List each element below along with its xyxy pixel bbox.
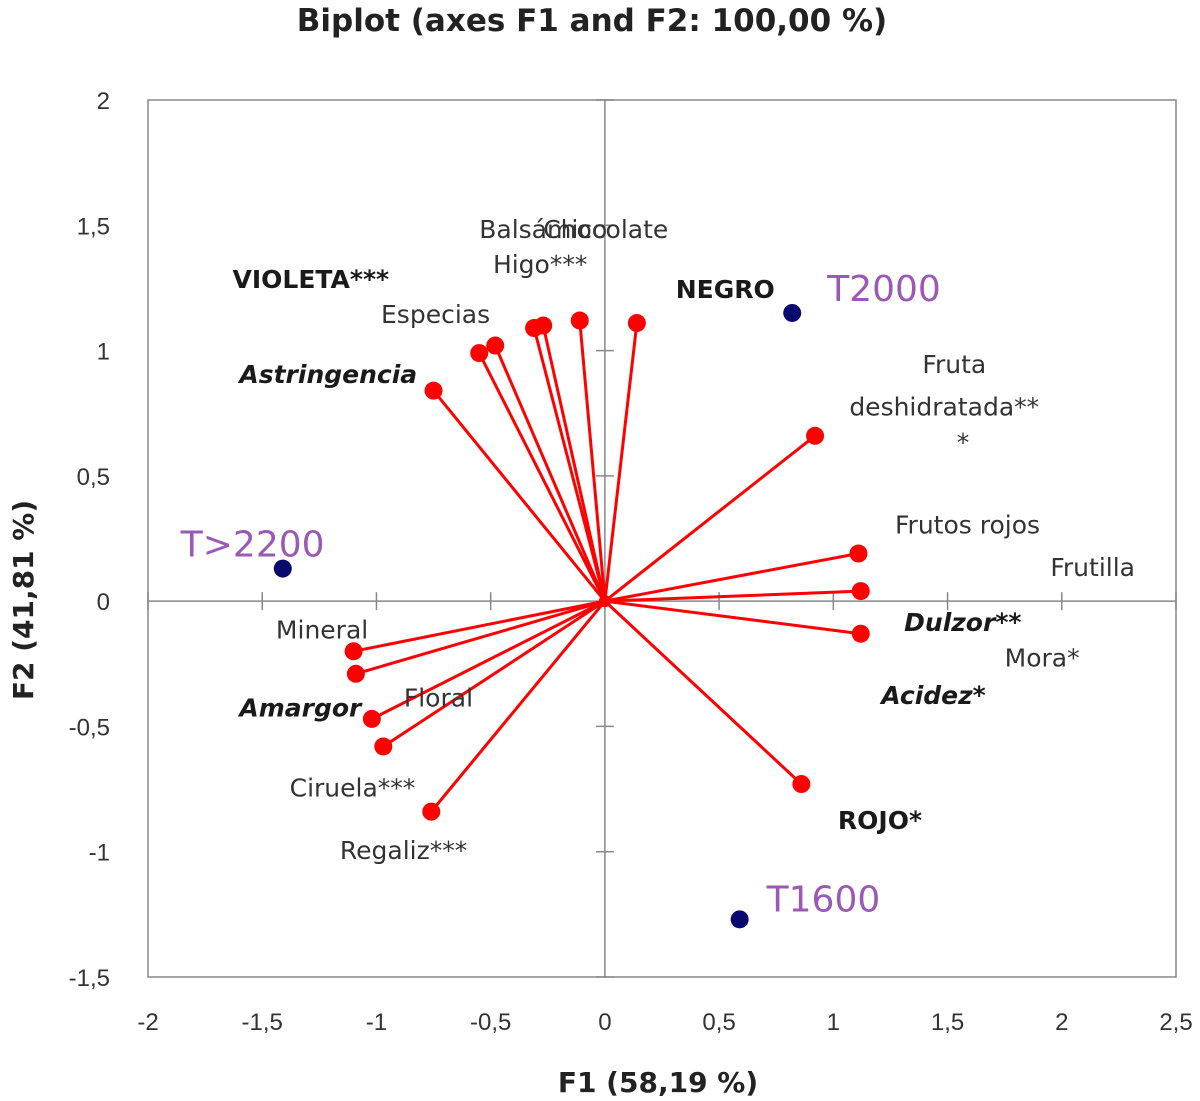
variable-label: Acidez* — [879, 681, 985, 710]
variable-label: ROJO* — [838, 806, 922, 835]
variable-point — [849, 544, 868, 563]
x-tick-label: 1 — [827, 1009, 840, 1036]
variable-point — [851, 582, 870, 601]
variable-label: Balsámico — [479, 215, 607, 244]
variable-label: NEGRO — [676, 275, 775, 304]
variable-vector — [355, 599, 606, 676]
variable-label: * — [957, 428, 970, 457]
x-tick-label: -0,5 — [470, 1009, 511, 1036]
variable-vector — [578, 320, 607, 602]
variable-vector — [541, 325, 607, 602]
y-tick-label: 1 — [97, 339, 110, 366]
variable-point — [346, 664, 365, 683]
x-axis-title: F1 (58,19 %) — [558, 1066, 758, 1099]
x-axis-ticks: -2 -1,5 -1 -0,5 0 0,5 1 1,5 2 2,5 — [137, 1009, 1192, 1036]
variable-label: Amargor — [237, 693, 363, 722]
variable-vector — [603, 434, 816, 603]
variable-vector — [353, 599, 606, 653]
variable-vectors — [344, 311, 870, 821]
variable-vector — [604, 599, 861, 636]
variable-point — [422, 802, 441, 821]
variable-label: Mineral — [276, 616, 368, 645]
variable-vector — [604, 589, 861, 603]
x-tick-label: -2 — [137, 1009, 158, 1036]
observation-point — [273, 559, 292, 578]
observation-label: T1600 — [766, 879, 881, 920]
variable-point — [806, 426, 825, 445]
variable-point — [344, 642, 363, 661]
x-tick-label: -1,5 — [242, 1009, 283, 1036]
variable-vector — [430, 600, 607, 813]
variable-point — [424, 381, 443, 400]
y-tick-label: 0 — [97, 589, 110, 616]
variable-point — [851, 624, 870, 643]
variable-point — [374, 737, 393, 756]
variable-label: Frutilla — [1050, 553, 1135, 582]
variable-label: Higo*** — [493, 250, 587, 279]
x-tick-label: 0,5 — [702, 1009, 735, 1036]
observation-points: T2000 T>2200 T1600 — [180, 269, 941, 929]
variable-vector — [604, 552, 859, 603]
x-tick-label: 2,5 — [1159, 1009, 1192, 1036]
variable-vector — [603, 322, 639, 602]
observation-label: T2000 — [826, 269, 941, 310]
variable-point — [362, 709, 381, 728]
variable-point — [534, 316, 553, 335]
x-tick-label: 1,5 — [931, 1009, 964, 1036]
variable-label: Ciruela*** — [290, 774, 416, 803]
observation-point — [730, 910, 749, 929]
origin-point — [598, 595, 611, 608]
variable-label: Fruta — [922, 350, 986, 379]
variable-point — [627, 314, 646, 333]
variable-vector — [371, 599, 606, 721]
variable-vector — [477, 352, 607, 602]
variable-vector — [432, 389, 607, 603]
variable-vector — [382, 599, 606, 748]
zero-axes — [147, 99, 1177, 978]
variable-vector — [493, 344, 607, 602]
observation-label: T>2200 — [180, 525, 325, 566]
y-tick-label: -1 — [89, 840, 110, 867]
variable-label: Mora* — [1005, 643, 1080, 672]
y-tick-label: 2 — [97, 88, 110, 115]
variable-label: VIOLETA*** — [233, 265, 390, 294]
observation-point — [783, 303, 802, 322]
y-tick-label: 0,5 — [77, 464, 110, 491]
x-tick-label: 0 — [598, 1009, 611, 1036]
variable-label: Astringencia — [237, 360, 417, 389]
y-tick-label: -0,5 — [69, 714, 110, 741]
variable-label: Dulzor** — [904, 608, 1021, 637]
x-tick-label: -1 — [366, 1009, 387, 1036]
y-axis-ticks: -1,5 -1 -0,5 0 0,5 1 1,5 2 — [69, 88, 110, 992]
y-tick-label: -1,5 — [69, 965, 110, 992]
variable-label: deshidratada** — [849, 393, 1039, 422]
x-tick-label: 2 — [1055, 1009, 1068, 1036]
variable-label: Frutos rojos — [895, 510, 1040, 539]
variable-vector — [603, 600, 803, 786]
variable-point — [792, 775, 811, 794]
variable-label: Floral — [404, 683, 473, 712]
variable-point — [470, 344, 489, 363]
variable-label: Chocolate — [543, 215, 668, 244]
variable-point — [570, 311, 589, 330]
variable-label: Especias — [381, 300, 490, 329]
chart-title: Biplot (axes F1 and F2: 100,00 %) — [297, 3, 887, 39]
y-axis-title: F2 (41,81 %) — [7, 500, 40, 700]
plot-frame — [147, 99, 1177, 978]
y-tick-label: 1,5 — [77, 213, 110, 240]
variable-point — [486, 336, 505, 355]
variable-label: Regaliz*** — [340, 836, 467, 865]
variable-vector — [532, 327, 607, 602]
